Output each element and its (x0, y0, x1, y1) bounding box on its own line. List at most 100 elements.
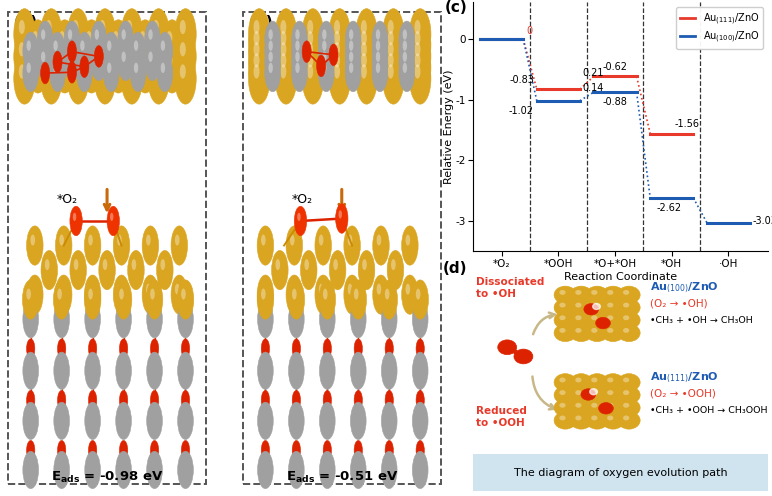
Circle shape (302, 53, 323, 104)
Circle shape (289, 301, 304, 338)
Circle shape (290, 284, 295, 295)
Circle shape (70, 250, 86, 290)
Circle shape (161, 259, 165, 270)
Circle shape (144, 21, 161, 59)
Circle shape (140, 53, 146, 67)
Circle shape (319, 235, 323, 246)
Circle shape (350, 451, 366, 489)
Circle shape (76, 55, 92, 92)
Circle shape (293, 339, 300, 359)
Circle shape (46, 20, 52, 34)
Circle shape (334, 31, 340, 45)
Circle shape (126, 42, 132, 57)
Circle shape (153, 64, 159, 78)
Circle shape (345, 32, 361, 69)
Circle shape (286, 226, 303, 265)
Circle shape (181, 390, 190, 410)
Circle shape (107, 62, 111, 73)
Circle shape (607, 328, 614, 333)
Circle shape (19, 42, 25, 57)
Circle shape (623, 315, 629, 320)
Text: 0.14: 0.14 (583, 83, 604, 93)
Circle shape (560, 315, 566, 320)
Circle shape (117, 235, 122, 246)
Circle shape (289, 402, 304, 439)
Circle shape (54, 352, 69, 389)
Circle shape (304, 259, 309, 270)
Circle shape (174, 31, 196, 82)
Circle shape (85, 451, 100, 489)
Circle shape (151, 440, 159, 460)
Circle shape (560, 403, 566, 408)
Circle shape (276, 42, 296, 93)
Circle shape (76, 32, 92, 69)
Text: Au$_{(111)}$/ZnO: Au$_{(111)}$/ZnO (650, 371, 719, 385)
Circle shape (307, 31, 313, 45)
Text: •CH₃ + •OH → CH₃OH: •CH₃ + •OH → CH₃OH (650, 316, 753, 325)
Circle shape (23, 402, 39, 439)
Circle shape (41, 53, 62, 104)
Circle shape (120, 339, 127, 359)
Circle shape (153, 20, 159, 34)
Circle shape (86, 53, 92, 67)
Circle shape (307, 53, 313, 67)
Circle shape (288, 280, 305, 319)
Circle shape (30, 235, 35, 246)
Circle shape (381, 352, 397, 389)
Circle shape (249, 42, 270, 93)
Circle shape (591, 328, 598, 333)
Circle shape (23, 451, 39, 489)
Circle shape (134, 62, 138, 73)
Circle shape (586, 286, 608, 304)
Circle shape (602, 311, 625, 329)
Circle shape (623, 416, 629, 421)
Circle shape (554, 412, 577, 429)
Circle shape (14, 31, 36, 82)
Circle shape (383, 20, 404, 71)
Circle shape (84, 226, 101, 265)
Circle shape (86, 31, 92, 45)
Text: 0: 0 (526, 26, 532, 36)
Circle shape (570, 399, 592, 417)
Circle shape (54, 301, 69, 338)
Circle shape (361, 42, 367, 57)
Circle shape (575, 403, 581, 408)
Circle shape (107, 40, 111, 51)
Circle shape (280, 20, 286, 34)
Circle shape (161, 20, 183, 71)
Circle shape (590, 389, 598, 395)
Circle shape (249, 53, 270, 104)
Circle shape (23, 32, 39, 69)
Circle shape (322, 29, 327, 40)
Circle shape (258, 301, 273, 338)
Circle shape (560, 377, 566, 382)
Circle shape (409, 42, 431, 93)
Circle shape (41, 8, 62, 60)
Circle shape (118, 21, 134, 59)
Y-axis label: Relative Energy (eV): Relative Energy (eV) (444, 69, 454, 184)
Text: -0.62: -0.62 (602, 62, 628, 72)
Circle shape (293, 440, 300, 460)
Circle shape (119, 289, 124, 300)
Circle shape (26, 40, 31, 51)
Circle shape (58, 390, 66, 410)
Circle shape (412, 301, 428, 338)
Circle shape (276, 31, 296, 82)
Circle shape (403, 40, 407, 51)
Circle shape (121, 8, 143, 60)
Circle shape (161, 42, 183, 93)
Circle shape (174, 8, 196, 60)
Circle shape (602, 324, 625, 342)
Circle shape (323, 339, 331, 359)
Circle shape (67, 31, 89, 82)
Circle shape (107, 20, 129, 71)
Circle shape (94, 31, 116, 82)
Circle shape (575, 303, 581, 308)
Circle shape (554, 324, 577, 342)
Circle shape (586, 412, 608, 429)
Circle shape (253, 31, 259, 45)
Circle shape (73, 42, 79, 57)
Circle shape (161, 62, 165, 73)
Circle shape (554, 311, 577, 329)
Circle shape (307, 64, 313, 78)
